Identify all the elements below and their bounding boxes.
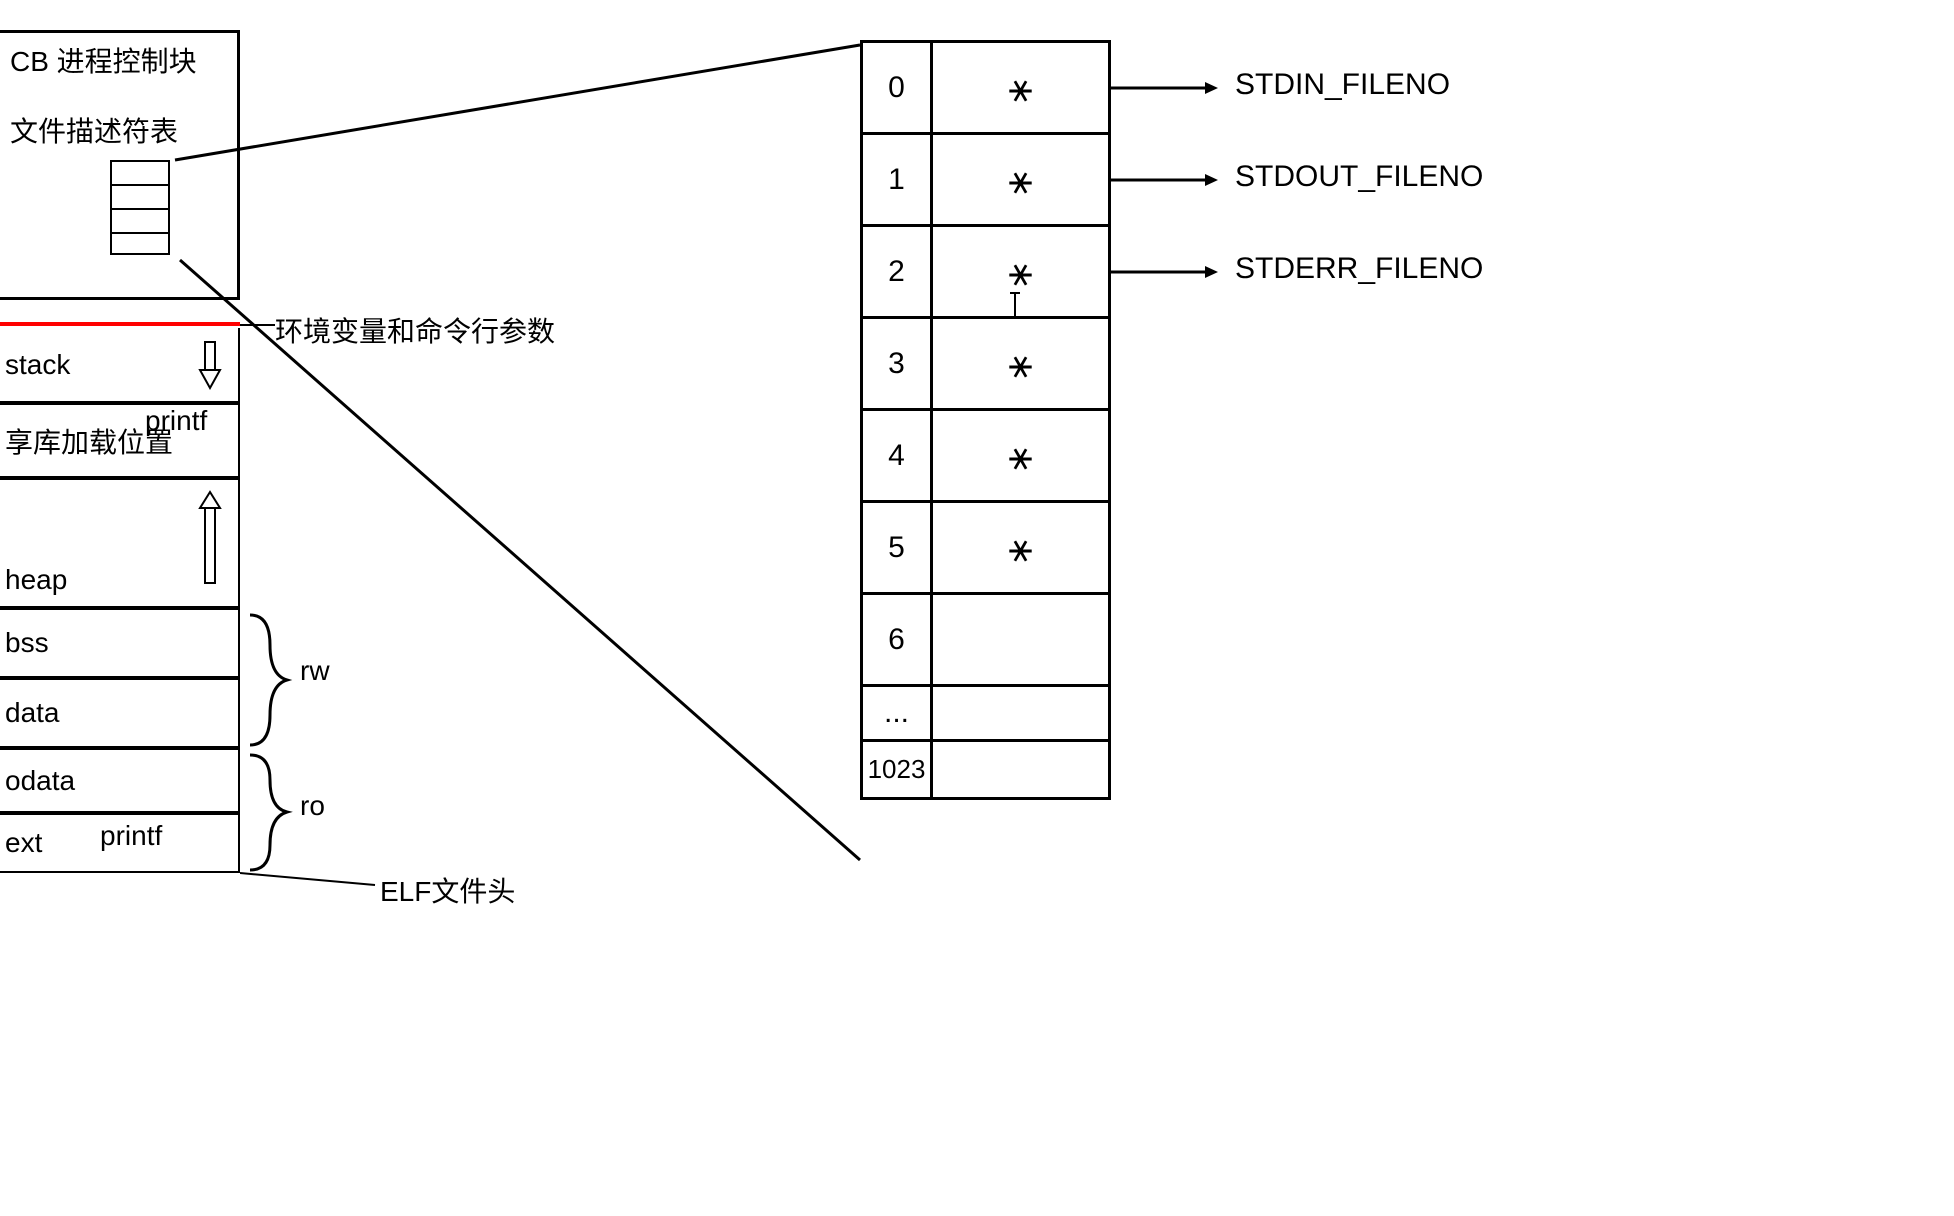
- small-fd-table: [110, 160, 170, 255]
- fd-row-ellipsis: ...: [863, 687, 1108, 742]
- fd-table-title: 文件描述符表: [10, 110, 178, 150]
- fd-row-0: 0 ⚹: [863, 43, 1108, 135]
- fd-index: 3: [863, 319, 933, 408]
- fd-index: 1: [863, 135, 933, 224]
- stdout-arrow: [1110, 170, 1220, 190]
- fd-index: 2: [863, 227, 933, 316]
- fd-index: 1023: [863, 742, 933, 797]
- stack-label: stack: [5, 349, 70, 381]
- fd-row-1023: 1023: [863, 742, 1108, 797]
- fd-row-4: 4 ⚹: [863, 411, 1108, 503]
- data-label: data: [5, 697, 60, 729]
- fd-pointer: [933, 742, 1108, 797]
- fd-pointer: [933, 687, 1108, 739]
- fd-pointer: ⚹: [933, 135, 1108, 224]
- rodata-label: odata: [5, 765, 75, 797]
- fd-table: 0 ⚹ 1 ⚹ 2 ⚹ 3 ⚹ 4 ⚹ 5 ⚹ 6 ... 1023: [860, 40, 1111, 800]
- fd-pointer: ⚹: [933, 319, 1108, 408]
- stdin-label: STDIN_FILENO: [1235, 68, 1450, 102]
- fd-pointer: ⚹: [933, 411, 1108, 500]
- fd-row-3: 3 ⚹: [863, 319, 1108, 411]
- stdin-arrow: [1110, 78, 1220, 98]
- fd-index: 6: [863, 595, 933, 684]
- printf-label-2: printf: [100, 820, 162, 852]
- text-label: ext: [5, 827, 42, 859]
- pcb-title: CB 进程控制块: [10, 40, 197, 80]
- zoom-lines: [170, 40, 870, 880]
- text-cursor-icon: [1005, 290, 1025, 320]
- fd-index: 0: [863, 43, 933, 132]
- stdout-label: STDOUT_FILENO: [1235, 160, 1483, 194]
- stderr-label: STDERR_FILENO: [1235, 252, 1483, 286]
- fd-row-5: 5 ⚹: [863, 503, 1108, 595]
- heap-label: heap: [5, 564, 67, 596]
- fd-pointer: ⚹: [933, 503, 1108, 592]
- fd-pointer: ⚹: [933, 43, 1108, 132]
- fd-index: 4: [863, 411, 933, 500]
- fd-row-6: 6: [863, 595, 1108, 687]
- fd-index: 5: [863, 503, 933, 592]
- fd-index: ...: [863, 687, 933, 739]
- fd-pointer: [933, 595, 1108, 684]
- fd-row-1: 1 ⚹: [863, 135, 1108, 227]
- fd-row-2: 2 ⚹: [863, 227, 1108, 319]
- bss-label: bss: [5, 627, 49, 659]
- stderr-arrow: [1110, 262, 1220, 282]
